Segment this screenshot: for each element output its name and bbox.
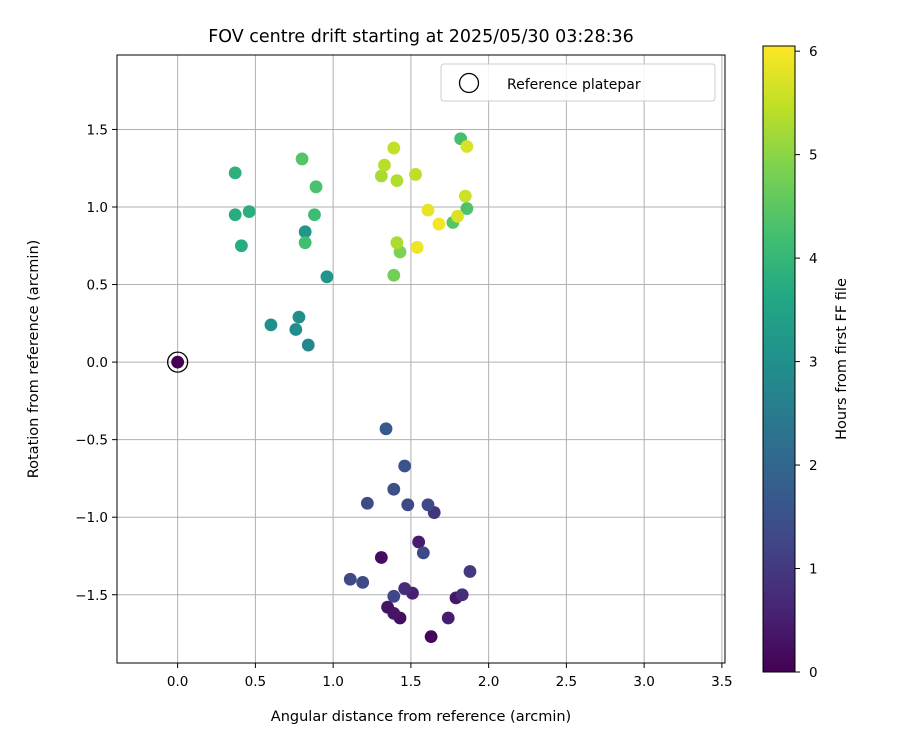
y-axis-ticks: −1.5 −1.0 −0.5 0.0 0.5 1.0 1.5 xyxy=(75,122,117,604)
x-tick-label: 1.5 xyxy=(400,674,421,690)
data-point xyxy=(390,236,404,250)
data-point xyxy=(379,422,393,436)
data-point xyxy=(308,208,321,222)
x-axis-ticks: 0.0 0.5 1.0 1.5 2.0 2.5 3.0 3.5 xyxy=(167,663,733,690)
data-point xyxy=(424,630,438,644)
x-tick-label: 0.0 xyxy=(167,674,188,690)
data-point xyxy=(234,239,248,253)
data-point xyxy=(320,270,334,284)
data-point xyxy=(421,498,435,512)
x-tick-label: 2.0 xyxy=(478,674,499,690)
data-point xyxy=(298,236,312,250)
y-tick-label: 1.0 xyxy=(87,200,108,216)
data-point xyxy=(228,166,242,180)
data-point xyxy=(292,310,306,324)
legend-box xyxy=(440,63,716,102)
chart-title: FOV centre drift starting at 2025/05/30 … xyxy=(208,27,634,47)
x-tick-label: 0.5 xyxy=(245,674,266,690)
data-point xyxy=(458,189,472,203)
grid-lines xyxy=(117,55,725,663)
data-point xyxy=(410,240,424,254)
y-tick-label: −1.5 xyxy=(75,588,108,604)
data-point xyxy=(374,169,388,183)
data-point xyxy=(451,209,464,223)
colorbar: 0 1 2 3 4 5 6 Hours from first FF file xyxy=(762,44,850,681)
data-point xyxy=(398,582,412,595)
data-point xyxy=(242,205,256,219)
data-point xyxy=(432,217,446,231)
legend-reference-marker xyxy=(458,72,480,94)
y-tick-label: −0.5 xyxy=(75,433,108,449)
reference-marker xyxy=(166,351,189,373)
data-point xyxy=(228,208,242,222)
data-point xyxy=(360,496,374,510)
data-point xyxy=(298,225,312,239)
data-point xyxy=(309,180,323,194)
data-point xyxy=(412,535,426,549)
y-tick-label: 0.5 xyxy=(87,278,108,294)
x-tick-label: 1.0 xyxy=(322,674,343,690)
data-point xyxy=(264,318,278,332)
data-point xyxy=(301,338,315,352)
reference-point xyxy=(171,355,185,369)
data-point xyxy=(421,203,435,217)
colorbar-tick-label: 6 xyxy=(809,44,818,60)
x-tick-label: 3.5 xyxy=(711,674,732,690)
x-tick-label: 3.0 xyxy=(633,674,654,690)
y-axis-label: Rotation from reference (arcmin) xyxy=(26,240,42,479)
x-axis-label: Angular distance from reference (arcmin) xyxy=(271,709,571,725)
data-point xyxy=(387,589,401,603)
data-point xyxy=(460,202,474,215)
data-point xyxy=(295,152,309,166)
colorbar-tick-label: 2 xyxy=(809,458,818,474)
data-point xyxy=(409,168,422,181)
data-points xyxy=(228,132,477,644)
plot-frame xyxy=(116,54,726,664)
legend: Reference platepar xyxy=(440,63,716,102)
colorbar-tick-label: 0 xyxy=(809,665,818,681)
data-point xyxy=(387,482,401,496)
y-tick-label: −1.0 xyxy=(75,510,108,526)
data-point xyxy=(460,140,474,153)
data-point xyxy=(390,174,404,188)
colorbar-label: Hours from first FF file xyxy=(834,278,850,440)
data-point xyxy=(374,551,388,564)
x-tick-label: 2.5 xyxy=(556,674,577,690)
colorbar-tick-label: 3 xyxy=(809,355,818,371)
data-point xyxy=(387,268,401,282)
y-tick-label: 1.5 xyxy=(87,122,108,138)
data-point xyxy=(441,611,455,625)
colorbar-tick-label: 1 xyxy=(809,562,818,578)
data-point xyxy=(455,588,469,602)
data-point xyxy=(343,572,357,586)
y-tick-label: 0.0 xyxy=(87,355,108,371)
colorbar-tick-label: 5 xyxy=(809,148,818,164)
data-point xyxy=(378,158,391,172)
legend-entry-reference-platepar: Reference platepar xyxy=(507,77,641,93)
data-point xyxy=(401,498,415,512)
data-point xyxy=(398,459,412,473)
data-point xyxy=(387,141,401,155)
data-point xyxy=(463,565,477,578)
data-point xyxy=(289,323,303,336)
reference-ring xyxy=(166,351,189,373)
data-point xyxy=(416,546,430,560)
data-point xyxy=(381,600,394,614)
colorbar-gradient xyxy=(762,45,796,673)
data-point xyxy=(356,575,370,589)
colorbar-ticks: 0 1 2 3 4 5 6 xyxy=(795,44,818,681)
colorbar-tick-label: 4 xyxy=(809,251,818,267)
